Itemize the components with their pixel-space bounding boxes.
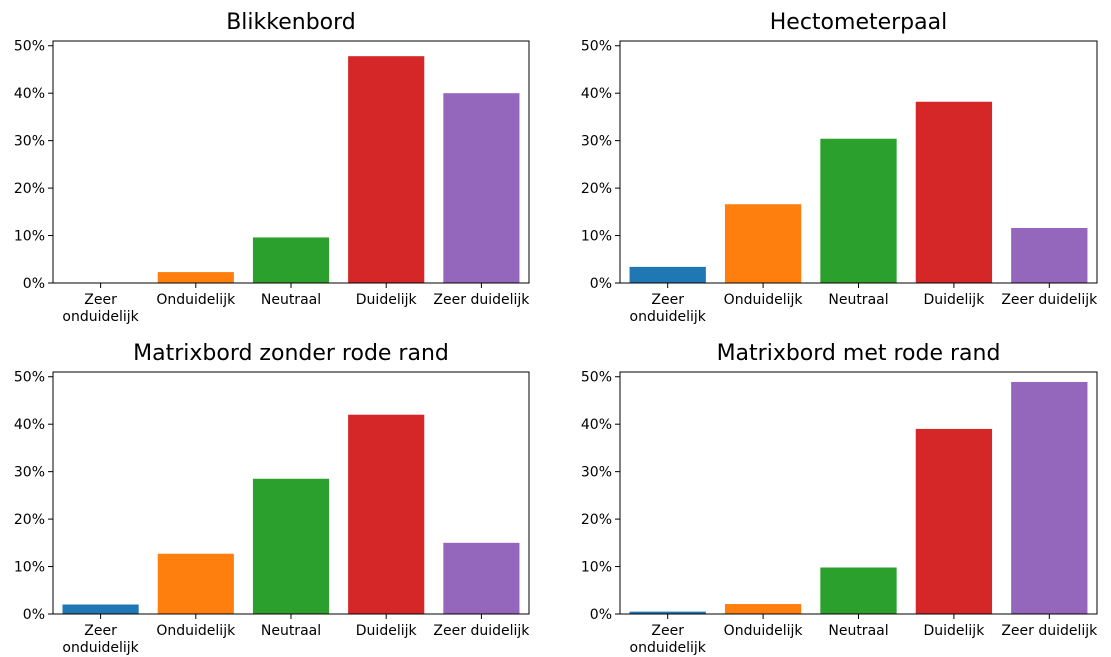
bar [1011, 381, 1088, 614]
x-tick-label: Zeer duidelijk [1001, 292, 1098, 308]
chart-panel-2: Hectometerpaal 0% 10% 20% 30% 40% 50% Zeer ondui… [581, 10, 1098, 325]
y-tick-label: 20% [581, 181, 612, 197]
bar [62, 604, 139, 614]
x-tick-label: Neutraal [261, 623, 321, 639]
bar [1011, 227, 1088, 283]
x-tick-label: Zeer duidelijk [433, 623, 530, 639]
y-tick-label: 20% [581, 512, 612, 528]
x-tick-label: Zeer onduidelijk [630, 623, 707, 656]
y-tick-label: 30% [14, 465, 45, 481]
bar [820, 138, 897, 283]
x-tick-label: Neutraal [261, 292, 321, 308]
y-tick-label: 10% [14, 560, 45, 576]
bar [724, 204, 802, 283]
bar [820, 567, 897, 614]
x-tick-label: Zeer onduidelijk [630, 292, 707, 325]
x-tick-label: Onduidelijk [724, 623, 804, 639]
y-tick-label: 20% [14, 512, 45, 528]
bar [915, 428, 993, 614]
y-tick-label: 30% [581, 134, 612, 150]
y-tick-label: 50% [581, 39, 612, 55]
bar [724, 604, 802, 614]
bar [348, 414, 425, 614]
x-tick-label: Duidelijk [356, 623, 418, 639]
bar [252, 478, 330, 614]
x-tick-label: Zeer onduidelijk [62, 292, 139, 325]
chart-title: Matrixbord zonder rode rand [133, 341, 449, 366]
y-tick-label: 50% [14, 39, 45, 55]
bar [629, 266, 706, 283]
y-tick-label: 0% [23, 607, 45, 623]
x-tick-label: Neutraal [828, 292, 888, 308]
x-tick-label: Duidelijk [923, 623, 985, 639]
bar [348, 56, 425, 284]
chart-title: Matrixbord met rode rand [717, 341, 1001, 366]
y-tick-label: 50% [581, 370, 612, 386]
y-tick-label: 40% [581, 86, 612, 102]
y-tick-label: 30% [581, 465, 612, 481]
x-tick-label: Zeer duidelijk [1001, 623, 1098, 639]
bar [915, 101, 993, 284]
chart-panel-1: Blikkenbord 0% 10% 20% 30% 40% 50% Zeer onduidel… [14, 10, 530, 325]
y-tick-label: 0% [590, 276, 612, 292]
chart-panel-3: Matrixbord zonder rode rand 0% 10% 20% 30% 40… [14, 341, 530, 656]
y-tick-label: 10% [14, 229, 45, 245]
chart-title: Blikkenbord [226, 10, 356, 35]
bar [157, 553, 234, 614]
x-tick-label: Zeer onduidelijk [62, 623, 139, 656]
bar [157, 272, 234, 283]
y-tick-label: 10% [581, 560, 612, 576]
x-tick-label: Onduidelijk [724, 292, 804, 308]
x-tick-label: Onduidelijk [156, 292, 236, 308]
y-tick-label: 40% [14, 86, 45, 102]
y-tick-label: 30% [14, 134, 45, 150]
y-tick-label: 0% [23, 276, 45, 292]
y-tick-label: 20% [14, 181, 45, 197]
chart-title: Hectometerpaal [770, 10, 947, 35]
bar [629, 611, 706, 614]
y-tick-label: 10% [581, 229, 612, 245]
y-tick-label: 40% [14, 417, 45, 433]
y-tick-label: 50% [14, 370, 45, 386]
bar [443, 542, 520, 614]
chart-panel-4: Matrixbord met rode rand 0% 10% 20% 30% 40% 50… [581, 341, 1098, 656]
bar [443, 93, 520, 283]
x-tick-label: Duidelijk [356, 292, 418, 308]
y-tick-label: 40% [581, 417, 612, 433]
x-tick-label: Duidelijk [923, 292, 985, 308]
x-tick-label: Onduidelijk [156, 623, 236, 639]
y-tick-label: 0% [590, 607, 612, 623]
x-tick-label: Neutraal [828, 623, 888, 639]
bar [252, 237, 330, 283]
x-tick-label: Zeer duidelijk [433, 292, 530, 308]
